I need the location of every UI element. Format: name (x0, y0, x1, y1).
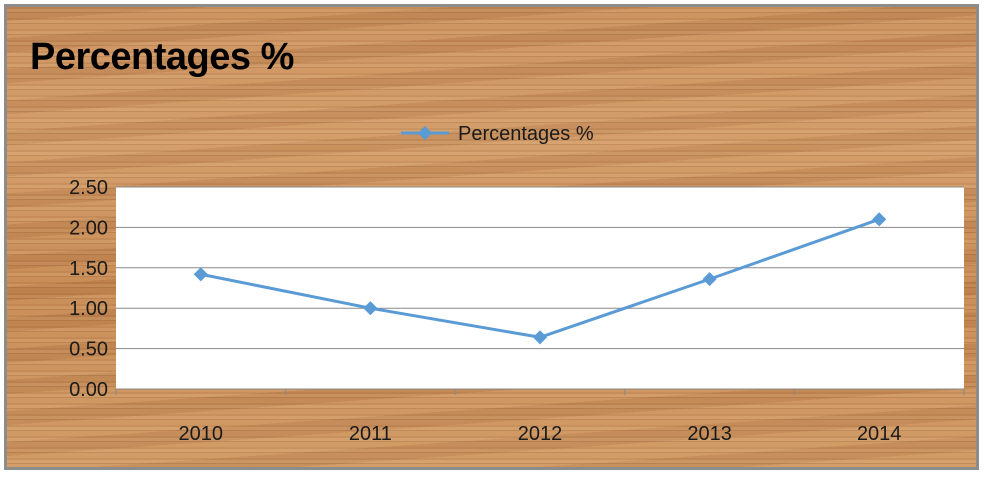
x-tick-label: 2014 (857, 423, 902, 445)
legend-label: Percentages % (458, 123, 594, 145)
data-point-marker (193, 267, 208, 282)
x-tick-label: 2013 (687, 423, 732, 445)
x-tick-label: 2010 (179, 423, 224, 445)
gridlines (116, 186, 964, 390)
data-point-marker (363, 301, 378, 316)
y-tick-label: 0.50 (69, 339, 108, 361)
data-point-marker (872, 212, 887, 227)
x-tick-label: 2011 (349, 423, 392, 445)
data-point-marker (702, 272, 717, 287)
chart-title: Percentages % (30, 36, 294, 78)
x-tick-label: 2012 (518, 423, 563, 445)
y-tick-label: 2.00 (69, 217, 108, 239)
y-tick-label: 1.50 (69, 258, 108, 280)
x-axis-ticks: 2010 2011 2012 2013 2014 (115, 389, 965, 445)
y-tick-label: 0.00 (69, 379, 108, 401)
y-axis-ticks: 0.00 0.50 1.00 1.50 2.00 2.50 (69, 177, 108, 401)
series-layer (193, 212, 887, 345)
plot-area (116, 187, 964, 389)
legend: Percentages % (401, 123, 594, 145)
legend-diamond-icon (417, 125, 433, 141)
data-point-marker (532, 330, 548, 345)
y-tick-label: 1.00 (69, 298, 108, 320)
y-tick-label: 2.50 (69, 177, 108, 199)
